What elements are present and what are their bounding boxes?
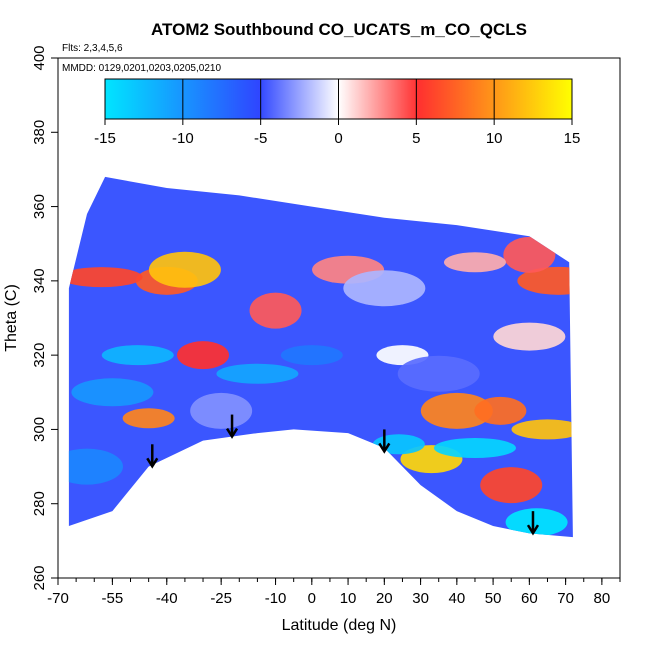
heatmap-patch <box>68 448 124 485</box>
x-tick-label: 50 <box>485 590 502 607</box>
colorbar-tick-label: 10 <box>486 130 503 147</box>
y-tick-label: 280 <box>31 491 48 516</box>
flights-label: Flts: 2,3,4,5,6 <box>62 43 123 54</box>
colorbar-tick-label: -10 <box>172 130 194 147</box>
heatmap-patch <box>101 345 174 366</box>
heatmap-patch <box>148 251 221 288</box>
y-tick-label: 320 <box>31 343 48 368</box>
heatmap-patch <box>443 252 506 273</box>
heatmap-patch <box>122 408 175 429</box>
heatmap-patch <box>71 378 154 407</box>
heatmap-patch <box>420 392 493 429</box>
heatmap-patch <box>517 266 573 295</box>
heatmap-patch <box>216 363 299 384</box>
x-tick-label: 30 <box>412 590 429 607</box>
heatmap-patch <box>68 267 143 288</box>
y-tick-label: 260 <box>31 565 48 590</box>
chart-title: ATOM2 Southbound CO_UCATS_m_CO_QCLS <box>151 20 527 39</box>
y-tick-label: 300 <box>31 417 48 442</box>
colorbar-tick-label: -5 <box>254 130 267 147</box>
x-tick-label: 70 <box>557 590 574 607</box>
y-axis-label: Theta (C) <box>3 284 20 352</box>
x-tick-label: -10 <box>265 590 287 607</box>
colorbar-tick-label: 0 <box>334 130 342 147</box>
colorbar-tick-label: 15 <box>564 130 581 147</box>
arrow-marker <box>225 414 239 439</box>
x-tick-label: -40 <box>156 590 178 607</box>
heatmap-patch <box>480 467 543 504</box>
x-axis: -70 -55 -40 -25 -10 0 10 20 30 40 50 60 70 80 <box>47 578 621 607</box>
colorbar: -15 -10 -5 0 5 10 15 <box>94 78 581 147</box>
heatmap-patch <box>505 508 568 537</box>
heatmap-patch <box>493 322 566 351</box>
y-tick-label: 380 <box>31 120 48 145</box>
heatmap-patch <box>343 270 426 307</box>
x-tick-label: 60 <box>521 590 538 607</box>
heatmap-patch <box>474 396 527 425</box>
x-tick-label: 40 <box>448 590 465 607</box>
x-axis-label: Latitude (deg N) <box>282 617 397 634</box>
heatmap-patch <box>190 392 253 429</box>
y-axis: 260 280 300 320 340 360 380 400 <box>31 45 58 591</box>
x-tick-label: -25 <box>210 590 232 607</box>
y-tick-label: 360 <box>31 194 48 219</box>
heatmap-patch <box>433 438 516 458</box>
y-tick-label: 400 <box>31 45 48 70</box>
x-tick-label: 10 <box>340 590 357 607</box>
colorbar-tick-label: 5 <box>412 130 420 147</box>
x-tick-label: 20 <box>376 590 393 607</box>
x-tick-label: -70 <box>47 590 69 607</box>
heatmap-patch <box>503 236 556 273</box>
arrow-marker <box>526 511 540 536</box>
heatmap-patch <box>280 345 343 366</box>
heatmap-patch <box>511 419 573 440</box>
dates-label: MMDD: 0129,0201,0203,0205,0210 <box>62 63 221 74</box>
x-tick-label: -55 <box>102 590 124 607</box>
heatmap-patch <box>249 292 302 329</box>
arrow-marker <box>378 429 391 454</box>
x-tick-label: 0 <box>308 590 316 607</box>
heatmap-patch <box>177 341 230 370</box>
colorbar-tick-label: -15 <box>94 130 116 147</box>
heatmap-patch <box>397 355 480 392</box>
heatmap <box>68 176 573 538</box>
y-tick-label: 340 <box>31 268 48 293</box>
arrow-markers <box>146 414 540 536</box>
x-tick-label: 80 <box>594 590 611 607</box>
arrow-marker <box>146 444 159 469</box>
